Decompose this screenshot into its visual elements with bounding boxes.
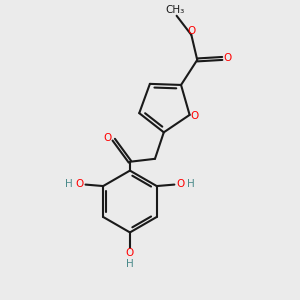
Text: O: O bbox=[76, 179, 84, 189]
Text: H: H bbox=[65, 179, 73, 189]
Text: O: O bbox=[103, 133, 111, 143]
Text: O: O bbox=[126, 248, 134, 258]
Text: O: O bbox=[176, 179, 184, 189]
Text: O: O bbox=[191, 111, 199, 122]
Text: H: H bbox=[187, 179, 195, 189]
Text: CH₃: CH₃ bbox=[166, 5, 185, 15]
Text: O: O bbox=[224, 53, 232, 64]
Text: O: O bbox=[187, 26, 196, 36]
Text: H: H bbox=[126, 259, 134, 269]
